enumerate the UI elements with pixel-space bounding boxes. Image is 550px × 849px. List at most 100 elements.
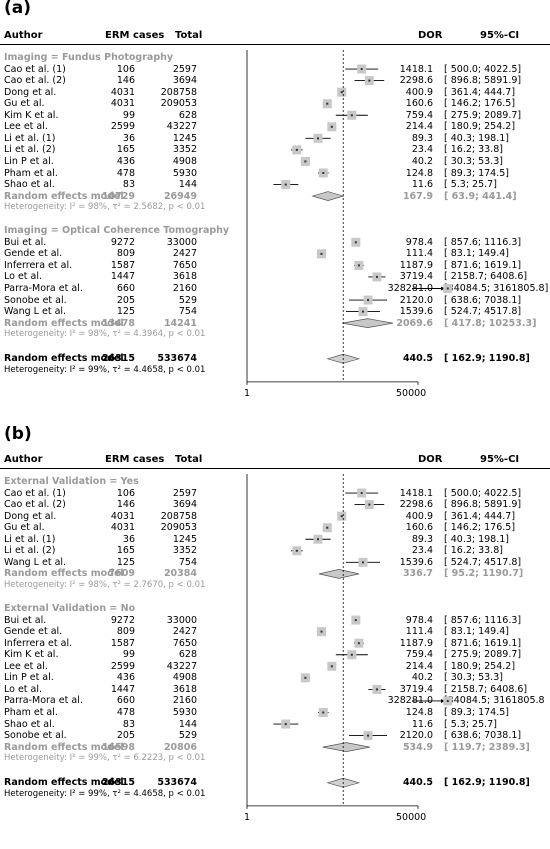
- study-point: [284, 723, 287, 726]
- study-erm-cases: 165: [116, 144, 135, 156]
- study-ci: [ 83.1; 149.4]: [444, 626, 510, 638]
- column-header-dor: DOR: [418, 454, 443, 465]
- study-author: Kim K et al.: [4, 109, 59, 121]
- study-erm-cases: 4031: [110, 522, 135, 534]
- column-header-author: Author: [4, 454, 43, 465]
- study-author: Gu et al.: [4, 522, 45, 534]
- study-total: 1245: [172, 132, 197, 144]
- subgroup-summary-label: Random effects model: [4, 190, 124, 202]
- study-erm-cases: 205: [116, 294, 135, 306]
- study-author: Gu et al.: [4, 98, 45, 110]
- subgroup-ci: [ 63.9; 441.4]: [444, 190, 517, 202]
- study-dor: 759.4: [405, 109, 433, 121]
- study-author: Inferrera et al.: [4, 259, 73, 271]
- study-point: [361, 561, 364, 564]
- study-total: 4908: [172, 155, 197, 167]
- study-erm-cases: 146: [116, 499, 135, 511]
- study-dor: 124.8: [405, 707, 433, 718]
- study-point: [360, 492, 363, 495]
- study-ci: [ 5.3; 25.7]: [444, 179, 497, 191]
- study-dor: 40.2: [411, 672, 433, 684]
- study-dor: 978.4: [405, 236, 433, 248]
- study-dor: 2298.6: [399, 75, 433, 87]
- study-erm-cases: 125: [116, 306, 135, 318]
- x-tick-label: 1: [244, 811, 251, 823]
- study-point: [322, 711, 325, 714]
- study-ci: [ 89.3; 174.5]: [444, 707, 510, 718]
- study-author: Pham et al.: [4, 167, 58, 179]
- study-ci: [ 5.3; 25.7]: [444, 718, 497, 730]
- overall-ci: [ 162.9; 1190.8]: [444, 353, 530, 365]
- study-author: Parra-Mora et al.: [4, 283, 83, 294]
- study-total: 628: [178, 109, 197, 121]
- study-dor: 3719.4: [399, 683, 433, 695]
- study-author: Gende et al.: [4, 626, 63, 638]
- study-erm-cases: 125: [116, 556, 135, 568]
- study-total: 1245: [172, 533, 197, 545]
- study-dor: 40.2: [411, 155, 433, 167]
- study-erm-cases: 106: [116, 63, 135, 75]
- study-point: [375, 275, 378, 278]
- study-point: [446, 699, 449, 702]
- study-author: Cao et al. (2): [4, 75, 66, 87]
- subgroup-title: Imaging = Optical Coherence Tomography: [4, 225, 230, 237]
- study-dor: 11.6: [411, 179, 433, 191]
- study-erm-cases: 106: [116, 487, 135, 499]
- study-total: 3618: [172, 271, 197, 283]
- x-tick-label: 50000: [396, 387, 427, 399]
- study-ci: [ 180.9; 254.2]: [444, 121, 516, 133]
- subgroup-ci: [ 119.7; 2389.3]: [444, 741, 530, 753]
- study-author: Wang L et al.: [4, 306, 67, 318]
- study-dor: 160.6: [405, 98, 433, 110]
- study-point: [304, 676, 307, 679]
- study-ci: [ 361.4; 444.7]: [444, 86, 516, 98]
- study-author: Sonobe et al.: [4, 730, 67, 742]
- study-dor: 11.6: [411, 718, 433, 730]
- overall-total: 533674: [157, 777, 197, 789]
- study-total: 3694: [172, 499, 197, 511]
- study-total: 529: [178, 294, 197, 306]
- study-dor: 1418.1: [399, 487, 433, 499]
- study-dor: 23.4: [411, 545, 433, 557]
- subgroup-erm-cases: 10729: [101, 190, 135, 202]
- panel-label: (b): [4, 424, 32, 444]
- study-ci: [ 146.2; 176.5]: [444, 522, 516, 534]
- study-point: [357, 264, 360, 267]
- study-dor: 328281.0: [387, 283, 433, 294]
- study-point: [375, 688, 378, 691]
- subgroup-dor: 167.9: [402, 190, 433, 202]
- study-erm-cases: 660: [116, 695, 135, 707]
- subgroup-total: 20384: [163, 568, 197, 580]
- study-author: Shao et al.: [4, 179, 55, 191]
- study-ci: [ 524.7; 4517.8]: [444, 556, 522, 568]
- study-total: 628: [178, 649, 197, 661]
- overall-summary-label: Random effects model: [4, 777, 124, 789]
- study-total: 7650: [172, 637, 197, 649]
- study-point: [320, 252, 323, 255]
- subgroup-erm-cases: 7609: [108, 568, 135, 580]
- study-erm-cases: 36: [122, 132, 135, 144]
- subgroup-diamond: [311, 191, 345, 201]
- subgroup-heterogeneity: Heterogeneity: I² = 98%, τ² = 2.7670, p …: [4, 579, 206, 590]
- study-erm-cases: 478: [116, 167, 135, 179]
- study-erm-cases: 205: [116, 730, 135, 742]
- study-total: 2427: [172, 626, 197, 638]
- study-dor: 111.4: [405, 626, 433, 638]
- study-point: [316, 137, 319, 140]
- study-erm-cases: 36: [122, 533, 135, 545]
- column-header-ci: 95%-CI: [480, 454, 520, 465]
- subgroup-erm-cases: 13478: [101, 317, 135, 329]
- study-erm-cases: 809: [116, 248, 135, 260]
- study-dor: 89.3: [411, 132, 433, 144]
- study-author: Parra-Mora et al.: [4, 695, 83, 707]
- subgroup-summary-label: Random effects model: [4, 317, 124, 329]
- study-author: Lee et al.: [4, 660, 48, 672]
- study-dor: 214.4: [405, 660, 433, 672]
- ci-arrow: [441, 698, 445, 703]
- study-point: [354, 241, 357, 244]
- study-point: [340, 515, 343, 518]
- study-author: Wang L et al.: [4, 556, 67, 568]
- study-point: [316, 538, 319, 541]
- study-erm-cases: 1447: [110, 683, 135, 695]
- study-erm-cases: 4031: [110, 86, 135, 98]
